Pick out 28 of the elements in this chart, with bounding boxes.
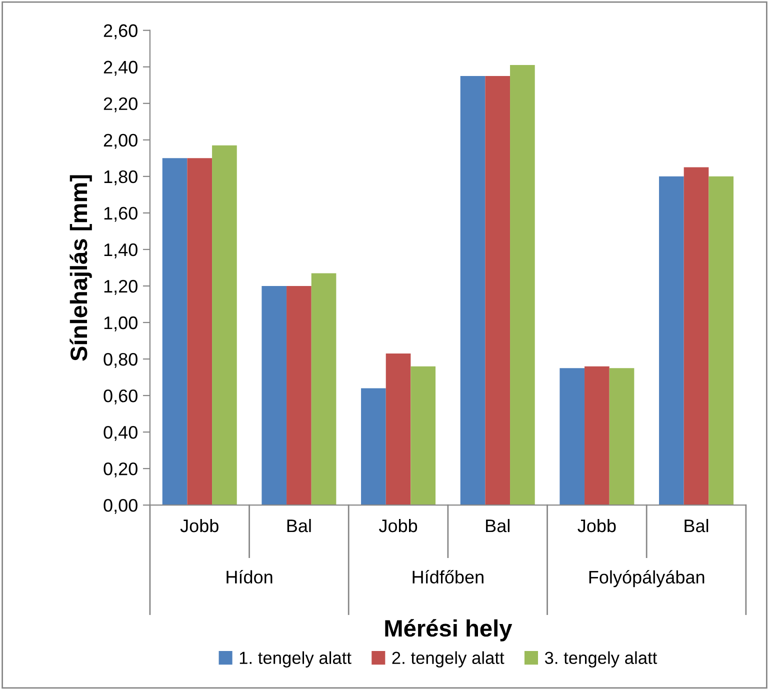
y-tick-label: 0,80 <box>104 352 138 368</box>
x-tick-label: Jobb <box>578 518 616 532</box>
y-tick-label: 1,80 <box>104 170 138 186</box>
y-axis-title: Sínlehajlás [mm] <box>70 175 92 361</box>
y-tick-label: 2,60 <box>104 24 138 40</box>
legend-label: 1. tengely alatt <box>240 651 352 668</box>
y-tick-label: 2,00 <box>104 134 138 149</box>
x-tick-label: Bal <box>684 518 708 532</box>
x-tick-label: Bal <box>486 518 510 532</box>
legend-label: 2. tengely alatt <box>392 651 504 668</box>
y-tick-label: 1,00 <box>104 316 138 332</box>
x-tick-label: Bal <box>287 518 311 532</box>
y-tick-label: 0,40 <box>104 426 138 441</box>
text: Hídon <box>226 570 272 584</box>
y-tick-label: 2,40 <box>104 60 138 76</box>
y-tick-label: 0,60 <box>104 389 138 404</box>
y-tick-label: 1,40 <box>104 243 138 258</box>
text: Folyópályában <box>589 570 704 588</box>
legend-label: 3. tengely alatt <box>544 651 658 668</box>
y-tick-label: 0,20 <box>104 462 138 478</box>
y-tick-label: 0,00 <box>104 499 138 514</box>
y-tick-label: 2,20 <box>104 97 138 112</box>
x-axis-title: Mérési hely <box>385 619 512 642</box>
x-tick-label: Jobb <box>180 518 218 532</box>
text: Hídfőben <box>412 570 484 584</box>
y-tick-label: 1,60 <box>104 206 138 222</box>
y-tick-label: 1,20 <box>104 280 138 295</box>
x-tick-label: Jobb <box>378 518 418 532</box>
